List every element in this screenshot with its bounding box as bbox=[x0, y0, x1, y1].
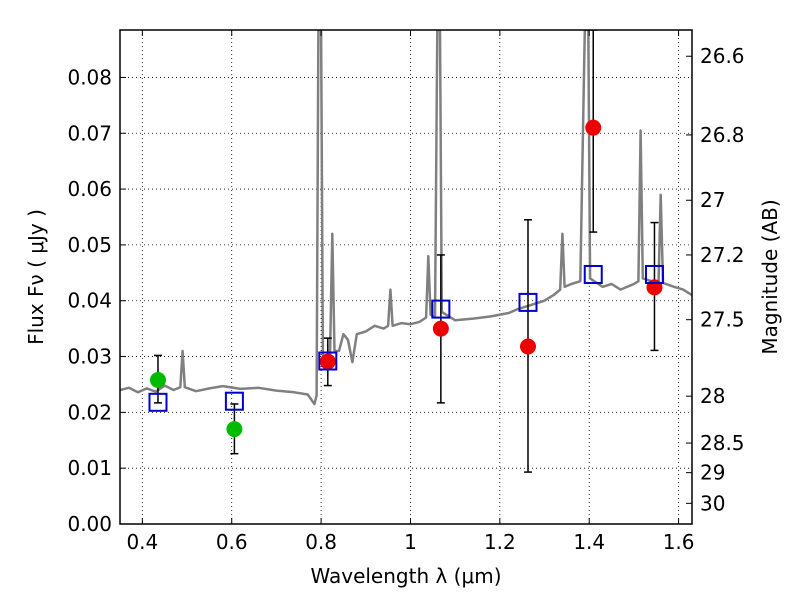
y-tick-label: 0.01 bbox=[67, 456, 112, 480]
x-tick-label: 0.4 bbox=[126, 530, 158, 554]
model-point bbox=[644, 264, 664, 284]
y-tick-label: 0.06 bbox=[67, 177, 112, 201]
right-tick-label: 27.5 bbox=[700, 308, 745, 332]
model-point bbox=[224, 391, 244, 411]
data-point bbox=[646, 279, 663, 296]
right-tick-label: 26.6 bbox=[700, 44, 745, 68]
right-tick-label: 27.2 bbox=[700, 243, 745, 267]
x-tick-label: 0.6 bbox=[216, 530, 248, 554]
spectrum-line bbox=[120, 30, 692, 406]
x-axis-label: Wavelength λ (μm) bbox=[310, 564, 501, 588]
y-tick-label: 0.07 bbox=[67, 121, 112, 145]
right-tick-label: 28.5 bbox=[700, 431, 745, 455]
y-tick-label: 0.04 bbox=[67, 289, 112, 313]
spectrum-layer bbox=[120, 30, 692, 406]
x-tick-label: 0.8 bbox=[305, 530, 337, 554]
grid bbox=[120, 30, 692, 525]
x-tick-label: 1.6 bbox=[663, 530, 695, 554]
plot-frame bbox=[119, 29, 693, 525]
model-point bbox=[518, 292, 538, 312]
model-point bbox=[318, 351, 338, 371]
data-point bbox=[519, 338, 536, 355]
right-tick-label: 30 bbox=[700, 491, 725, 515]
data-point bbox=[226, 421, 243, 438]
model-point bbox=[148, 392, 168, 412]
model-point bbox=[583, 264, 603, 284]
right-tick-label: 29 bbox=[700, 461, 725, 485]
right-tick-label: 26.8 bbox=[700, 123, 745, 147]
data-point bbox=[585, 119, 602, 136]
data-point bbox=[149, 371, 166, 388]
right-tick-label: 28 bbox=[700, 384, 725, 408]
y-tick-label: 0.08 bbox=[67, 65, 112, 89]
right-tick-label: 27 bbox=[700, 188, 725, 212]
axis-ticks: 0.4 0.6 0.8 1 1.2 1.4 1.6 0.00 0.01 0.02 0.03 0.04 0… bbox=[67, 30, 745, 554]
y-tick-label: 0.05 bbox=[67, 233, 112, 257]
x-tick-label: 1.2 bbox=[484, 530, 516, 554]
model-point bbox=[431, 299, 451, 319]
data-point bbox=[432, 320, 449, 337]
marker-layer bbox=[148, 119, 664, 438]
y-tick-label: 0.00 bbox=[67, 512, 112, 536]
y-axis-label: Flux Fν ( μJy ) bbox=[24, 209, 48, 345]
y-axis-right-label: Magnitude (AB) bbox=[758, 199, 782, 354]
y-tick-label: 0.03 bbox=[67, 345, 112, 369]
y-tick-label: 0.02 bbox=[67, 400, 112, 424]
data-point bbox=[319, 353, 336, 370]
x-tick-label: 1.4 bbox=[573, 530, 605, 554]
x-tick-label: 1 bbox=[404, 530, 417, 554]
